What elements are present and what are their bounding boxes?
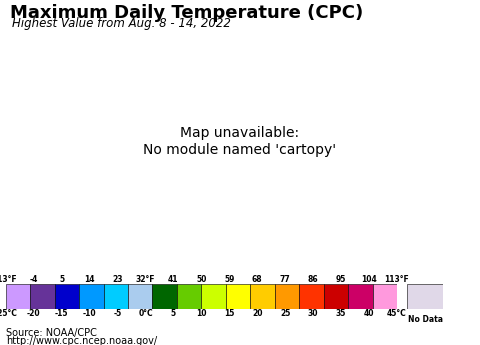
Bar xyxy=(6,284,30,309)
Bar xyxy=(372,284,397,309)
Bar xyxy=(153,284,177,309)
Bar xyxy=(324,284,348,309)
Text: 104: 104 xyxy=(361,275,377,284)
Text: 25: 25 xyxy=(280,309,290,318)
Text: 23: 23 xyxy=(112,275,123,284)
Text: 113°F: 113°F xyxy=(384,275,409,284)
Bar xyxy=(104,284,128,309)
Text: 41: 41 xyxy=(168,275,179,284)
Bar xyxy=(226,284,250,309)
Bar xyxy=(202,284,226,309)
Text: 40: 40 xyxy=(364,309,374,318)
Text: -10: -10 xyxy=(83,309,96,318)
Bar xyxy=(275,284,299,309)
Text: 0°C: 0°C xyxy=(138,309,153,318)
Text: -4: -4 xyxy=(29,275,38,284)
Bar xyxy=(30,284,55,309)
Text: -5: -5 xyxy=(113,309,121,318)
Text: Maximum Daily Temperature (CPC): Maximum Daily Temperature (CPC) xyxy=(10,4,363,22)
Text: 59: 59 xyxy=(224,275,235,284)
Text: -13°F: -13°F xyxy=(0,275,17,284)
Text: 5: 5 xyxy=(59,275,64,284)
Bar xyxy=(250,284,275,309)
Bar xyxy=(348,284,372,309)
Bar xyxy=(55,284,79,309)
Bar xyxy=(299,284,324,309)
Text: 15: 15 xyxy=(224,309,235,318)
Text: -20: -20 xyxy=(27,309,40,318)
Text: 14: 14 xyxy=(84,275,95,284)
Text: 5: 5 xyxy=(171,309,176,318)
Text: 45°C: 45°C xyxy=(387,309,407,318)
Text: 35: 35 xyxy=(336,309,346,318)
Text: -15: -15 xyxy=(55,309,68,318)
Text: 30: 30 xyxy=(308,309,318,318)
Text: 77: 77 xyxy=(280,275,290,284)
Text: 86: 86 xyxy=(308,275,318,284)
Text: Highest Value from Aug. 8 - 14, 2022: Highest Value from Aug. 8 - 14, 2022 xyxy=(12,17,231,30)
Bar xyxy=(177,284,202,309)
Text: 20: 20 xyxy=(252,309,263,318)
Text: 95: 95 xyxy=(336,275,346,284)
Text: 10: 10 xyxy=(196,309,206,318)
Bar xyxy=(79,284,104,309)
Text: 32°F: 32°F xyxy=(136,275,155,284)
Text: http://www.cpc.ncep.noaa.gov/: http://www.cpc.ncep.noaa.gov/ xyxy=(6,336,157,345)
Text: Map unavailable:
No module named 'cartopy': Map unavailable: No module named 'cartop… xyxy=(144,126,336,157)
Text: No Data: No Data xyxy=(408,315,443,324)
Text: 68: 68 xyxy=(252,275,263,284)
Text: 50: 50 xyxy=(196,275,206,284)
Bar xyxy=(128,284,153,309)
Text: -25°C: -25°C xyxy=(0,309,17,318)
Text: Source: NOAA/CPC: Source: NOAA/CPC xyxy=(6,328,96,338)
